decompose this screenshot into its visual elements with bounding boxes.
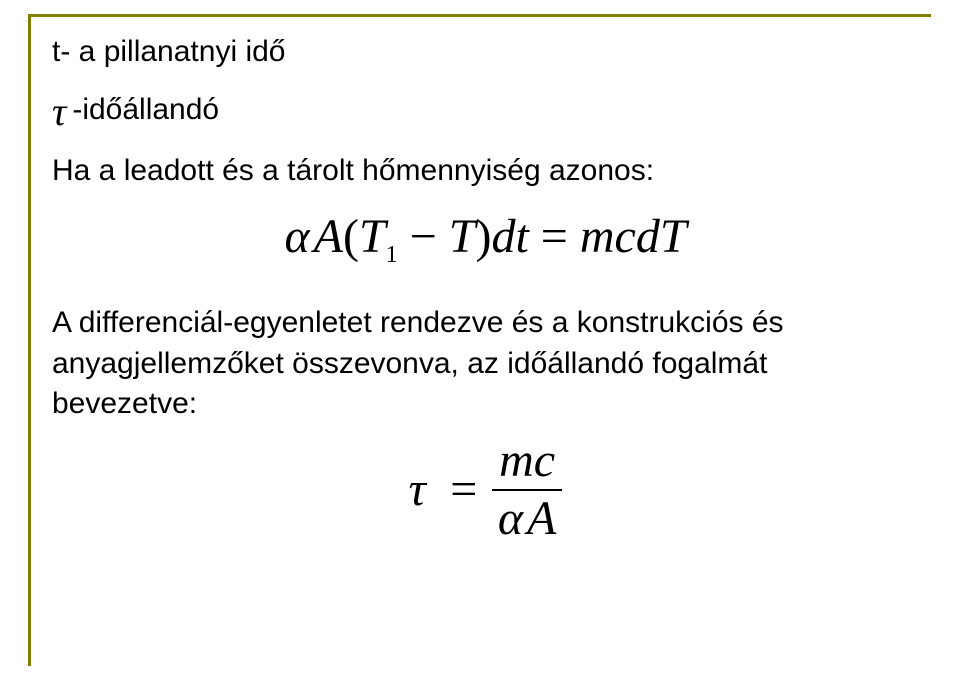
definition-line-2: τ-időállandó bbox=[52, 85, 919, 139]
eq2-tau: τ bbox=[409, 462, 426, 517]
eq2-numerator: mc bbox=[492, 437, 563, 487]
eq2-equals: = bbox=[450, 462, 477, 517]
equation-2: τ = mc αA bbox=[52, 437, 919, 543]
tau-definition: -időállandó bbox=[72, 93, 219, 126]
t-prefix: t- bbox=[52, 35, 79, 68]
eq1-sub1: 1 bbox=[386, 242, 398, 268]
eq1-mcdT: mcdT bbox=[580, 210, 687, 263]
definition-line-1: t- a pillanatnyi idő bbox=[52, 32, 919, 73]
eq2-fraction-bar bbox=[492, 489, 563, 491]
eq2-den-alpha: α bbox=[498, 492, 523, 545]
precondition-line: Ha a leadott és a tárolt hőmennyiség azo… bbox=[52, 151, 919, 192]
equation-1: αA(T1 − T)dt = mcdT bbox=[52, 209, 919, 269]
derivation-text: A differenciál-egyenletet rendezve és a … bbox=[52, 303, 919, 425]
tau-symbol: τ bbox=[52, 85, 66, 139]
eq1-lparen: ( bbox=[343, 210, 359, 263]
eq1-dt: dt bbox=[491, 210, 528, 263]
eq1-minus: − bbox=[398, 210, 449, 263]
t-definition: a pillanatnyi idő bbox=[79, 35, 286, 68]
eq2-den-A: A bbox=[527, 492, 556, 545]
eq1-T1: T bbox=[359, 210, 386, 263]
eq1-rparen: ) bbox=[475, 210, 491, 263]
eq1-T2: T bbox=[449, 210, 476, 263]
eq1-alpha: α bbox=[284, 210, 309, 263]
left-border-line bbox=[28, 14, 31, 666]
eq1-A: A bbox=[314, 210, 343, 263]
slide-content: t- a pillanatnyi idő τ-időállandó Ha a l… bbox=[52, 32, 919, 543]
eq1-equals: = bbox=[529, 210, 580, 263]
slide-frame: t- a pillanatnyi idő τ-időállandó Ha a l… bbox=[0, 0, 959, 688]
top-border-line bbox=[28, 14, 931, 17]
eq2-fraction: mc αA bbox=[492, 437, 563, 543]
eq2-denominator: αA bbox=[492, 493, 563, 543]
